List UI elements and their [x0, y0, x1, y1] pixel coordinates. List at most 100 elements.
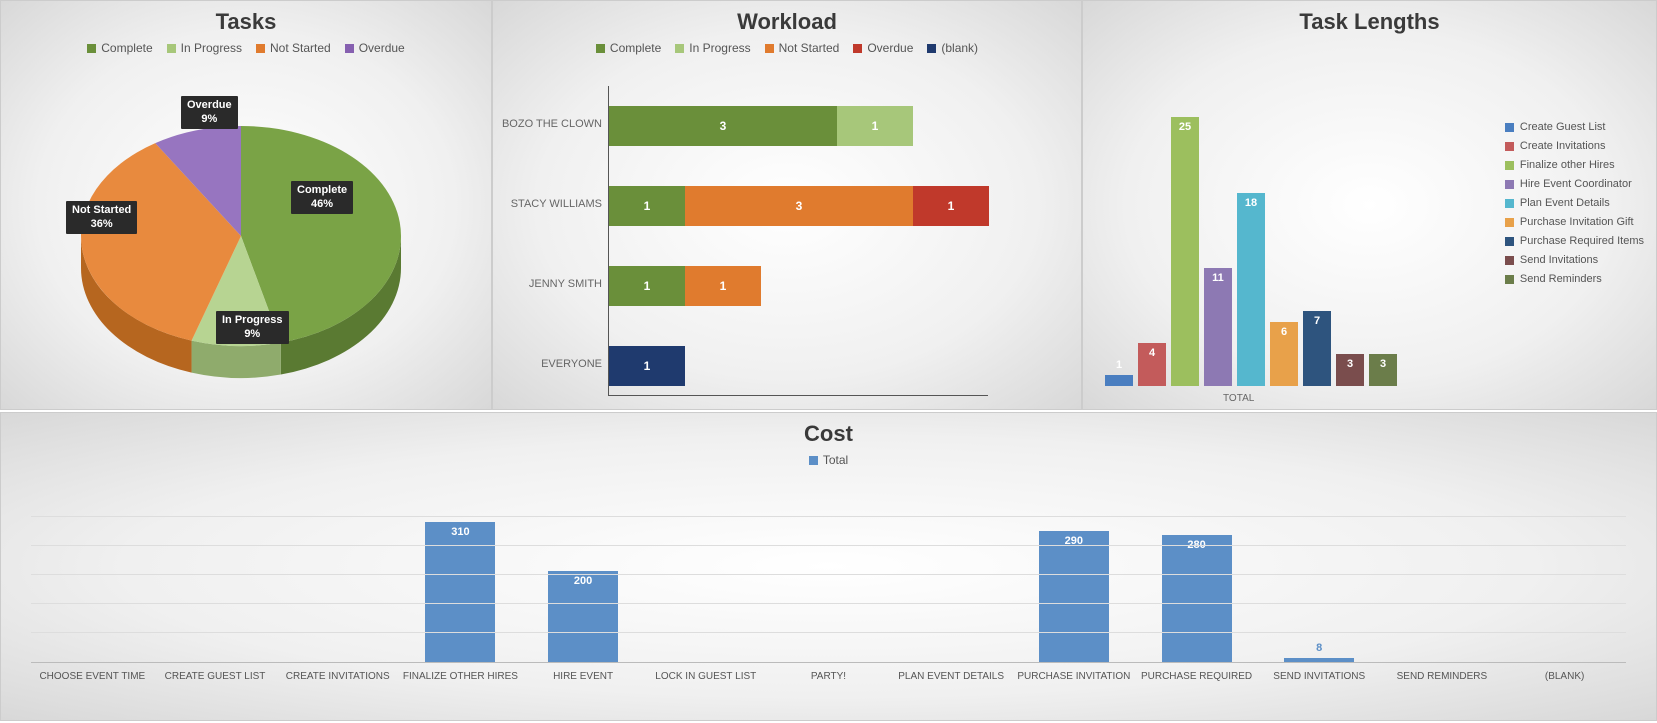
workload-panel: Workload CompleteIn ProgressNot StartedO…: [492, 0, 1082, 410]
lengths-bar: 11: [1204, 268, 1232, 386]
cost-legend: Total: [1, 453, 1656, 467]
cost-label: SEND REMINDERS: [1382, 671, 1502, 682]
workload-row: 131: [609, 186, 989, 226]
legend-label: Total: [823, 453, 848, 467]
legend-item: (blank): [927, 41, 978, 55]
legend-swatch: [853, 44, 862, 53]
cost-label: LOCK IN GUEST LIST: [646, 671, 766, 682]
cost-label: PARTY!: [768, 671, 888, 682]
legend-swatch: [1505, 218, 1514, 227]
lengths-title: Task Lengths: [1083, 1, 1656, 35]
cost-bar: 290: [1039, 531, 1109, 662]
lengths-value: 7: [1303, 315, 1331, 327]
legend-label: Not Started: [779, 41, 840, 55]
legend-swatch: [809, 456, 818, 465]
pie-label-overdue: Overdue 9%: [181, 96, 238, 129]
pie-label-pct: 46%: [311, 198, 333, 210]
cost-label: CHOOSE EVENT TIME: [32, 671, 152, 682]
pie-label-complete: Complete 46%: [291, 181, 353, 214]
legend-label: (blank): [941, 41, 978, 55]
workload-legend: Complete In Progress Not Started Overdue (bl…: [493, 41, 1081, 55]
legend-item: Not Started: [765, 41, 840, 55]
legend-label: Create Guest List: [1520, 121, 1606, 133]
workload-row-name: BOZO THE CLOWN: [492, 118, 602, 130]
gridline: [31, 516, 1626, 517]
legend-item: Not Started: [256, 41, 331, 55]
pie-label-pct: 9%: [244, 328, 260, 340]
lengths-bar: 4: [1138, 343, 1166, 386]
pie-label-text: Overdue: [187, 99, 232, 111]
legend-swatch: [1505, 180, 1514, 189]
workload-segment: 1: [609, 346, 685, 386]
workload-row-name: JENNY SMITH: [492, 278, 602, 290]
tasks-legend: Complete In Progress Not Started Overdue: [1, 41, 491, 55]
cost-label: PURCHASE REQUIRED: [1137, 671, 1257, 682]
legend-label: In Progress: [689, 41, 750, 55]
tasks-panel: Tasks Complete In Progress Not Started Over…: [0, 0, 492, 410]
legend-item: Complete: [87, 41, 152, 55]
cost-column: 280: [1162, 535, 1232, 662]
legend-swatch: [256, 44, 265, 53]
legend-item: In Progress: [675, 41, 750, 55]
cost-column: 8: [1284, 658, 1354, 662]
legend-swatch: [1505, 275, 1514, 284]
legend-item: Total: [809, 453, 848, 467]
legend-swatch: [675, 44, 684, 53]
gridline: [31, 574, 1626, 575]
legend-label: Overdue: [359, 41, 405, 55]
legend-swatch: [167, 44, 176, 53]
lengths-legend: Create Guest List Create Invitations Final…: [1505, 121, 1644, 292]
pie-label-notstarted: Not Started 36%: [66, 201, 137, 234]
lengths-bar: 18: [1237, 193, 1265, 386]
workload-segment: 1: [609, 266, 685, 306]
legend-swatch: [345, 44, 354, 53]
workload-segment: 1: [913, 186, 989, 226]
legend-label: Purchase Required Items: [1520, 235, 1644, 247]
gridline: [31, 545, 1626, 546]
legend-label: Complete: [101, 41, 152, 55]
legend-item: Finalize other Hires: [1505, 159, 1644, 171]
cost-panel: Cost Total 3102002902808 CHOOSE EVENT TI…: [0, 412, 1657, 721]
lengths-value: 3: [1336, 358, 1364, 370]
cost-label: PURCHASE INVITATION: [1014, 671, 1134, 682]
lengths-value: 1: [1105, 359, 1133, 371]
legend-label: Overdue: [867, 41, 913, 55]
legend-swatch: [596, 44, 605, 53]
lengths-bar: 3: [1369, 354, 1397, 386]
cost-column: 200: [548, 571, 618, 662]
legend-swatch: [1505, 142, 1514, 151]
legend-item: Overdue: [345, 41, 405, 55]
legend-label: In Progress: [181, 41, 242, 55]
workload-segment: 1: [609, 186, 685, 226]
cost-value: 310: [425, 526, 495, 538]
lengths-value: 18: [1237, 197, 1265, 209]
cost-value: 200: [548, 575, 618, 587]
legend-swatch: [1505, 199, 1514, 208]
lengths-bar: 6: [1270, 322, 1298, 386]
lengths-chart: 142511186733: [1093, 96, 1403, 386]
cost-value: 8: [1284, 642, 1354, 654]
legend-label: Create Invitations: [1520, 140, 1606, 152]
legend-swatch: [87, 44, 96, 53]
legend-swatch: [1505, 237, 1514, 246]
legend-item: Overdue: [853, 41, 913, 55]
cost-xaxis: CHOOSE EVENT TIMECREATE GUEST LISTCREATE…: [31, 671, 1626, 682]
legend-label: Hire Event Coordinator: [1520, 178, 1632, 190]
legend-label: Send Reminders: [1520, 273, 1602, 285]
lengths-bar: 7: [1303, 311, 1331, 386]
legend-item: Plan Event Details: [1505, 197, 1644, 209]
legend-item: Send Invitations: [1505, 254, 1644, 266]
workload-segment: 1: [685, 266, 761, 306]
lengths-value: 3: [1369, 358, 1397, 370]
legend-swatch: [927, 44, 936, 53]
legend-swatch: [1505, 161, 1514, 170]
workload-segment: 3: [609, 106, 837, 146]
workload-segment: 1: [837, 106, 913, 146]
lengths-panel: Task Lengths 142511186733 TOTAL Create G…: [1082, 0, 1657, 410]
legend-label: Finalize other Hires: [1520, 159, 1615, 171]
legend-label: Complete: [610, 41, 661, 55]
cost-bar: 280: [1162, 535, 1232, 662]
gridline: [31, 603, 1626, 604]
tasks-title: Tasks: [1, 1, 491, 35]
lengths-bar: 1: [1105, 375, 1133, 386]
